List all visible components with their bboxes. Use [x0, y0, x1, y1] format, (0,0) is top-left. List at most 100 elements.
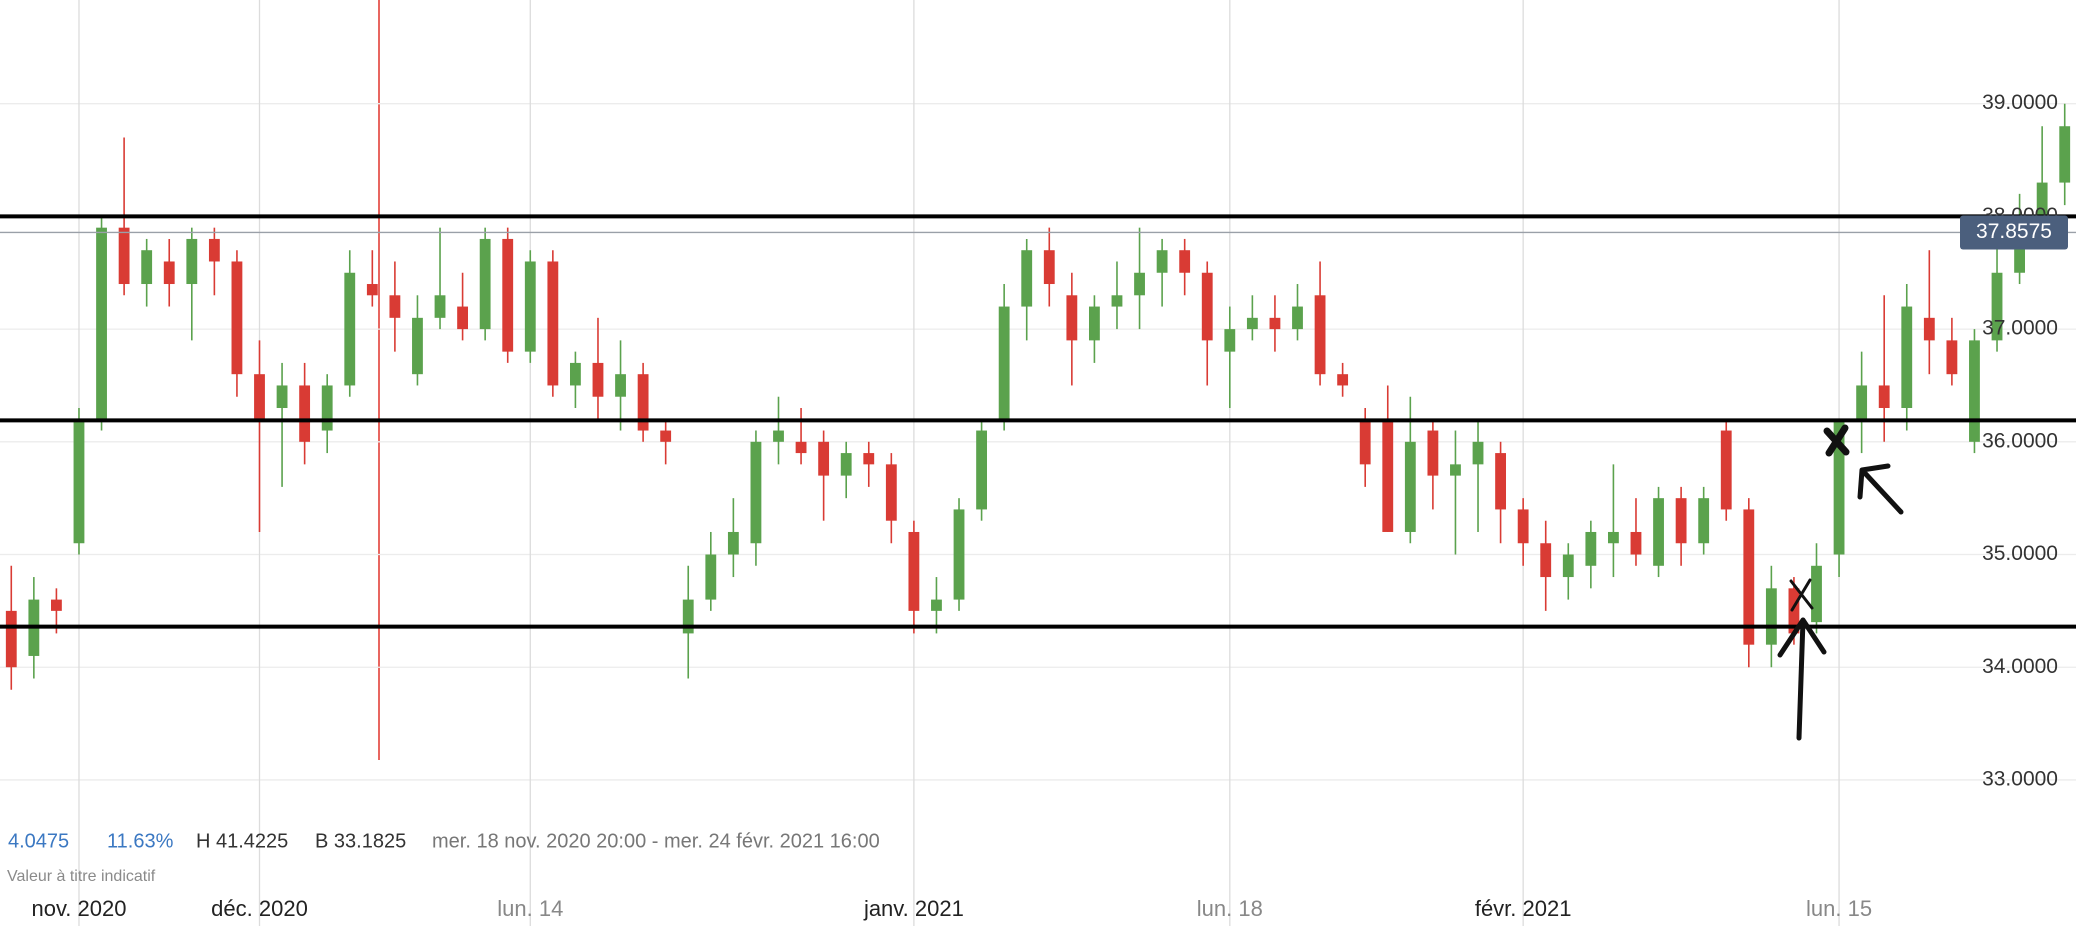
candle-body — [1585, 531, 1597, 566]
candle-body — [931, 599, 942, 611]
candle-body — [163, 261, 175, 285]
candle-body — [344, 272, 356, 386]
candle-body — [998, 306, 1010, 420]
candle-body — [1156, 250, 1168, 273]
candle-body — [885, 464, 897, 521]
candle-body — [208, 238, 220, 262]
candle-body — [366, 284, 378, 296]
candle-body — [1878, 385, 1890, 408]
candle-body — [727, 531, 739, 555]
candle-body — [592, 362, 604, 397]
candle-body — [231, 261, 243, 375]
candle-body — [457, 306, 469, 330]
candle-body — [1337, 374, 1349, 386]
candle-body — [412, 317, 423, 375]
candle-body — [1314, 295, 1326, 375]
candle-body — [1134, 272, 1145, 296]
candle-body — [1021, 250, 1033, 307]
candle-body — [1788, 588, 1800, 634]
candle-body — [1856, 385, 1868, 420]
candle-body — [96, 227, 107, 420]
candle-body — [818, 441, 830, 476]
candle-body — [73, 419, 85, 544]
arrow — [1857, 463, 1904, 515]
candle-body — [1540, 543, 1552, 578]
candle-body — [50, 599, 62, 611]
x-tick-label: janv. 2021 — [863, 896, 964, 921]
candle-body — [840, 453, 852, 476]
candle-body — [660, 430, 672, 442]
candle-body — [1292, 306, 1303, 330]
candle-body — [682, 599, 694, 634]
candle-body — [186, 238, 198, 285]
candle-body — [547, 261, 559, 386]
y-tick-label: 39.0000 — [1982, 91, 2058, 114]
candle-body — [1653, 498, 1664, 566]
candle-body — [1246, 317, 1258, 330]
candle-body — [1969, 340, 1980, 442]
candle-body — [908, 531, 920, 611]
x-tick-label: nov. 2020 — [31, 896, 126, 921]
candle-body — [1495, 453, 1507, 510]
info-bar: 4.0475 11.63% H 41.4225 B 33.1825 mer. 1… — [7, 830, 880, 885]
candle-body — [1811, 565, 1822, 623]
candle-body — [479, 238, 491, 330]
candle-body — [276, 385, 288, 408]
candle-body — [2036, 182, 2048, 228]
candle-body — [299, 385, 311, 442]
candle-body — [1607, 531, 1619, 544]
y-tick-label: 36.0000 — [1982, 429, 2058, 452]
candle-body — [141, 250, 153, 285]
x-tick-label: lun. 15 — [1806, 896, 1872, 921]
candle-body — [389, 295, 401, 318]
candle-body — [1404, 441, 1416, 532]
arrow — [1777, 617, 1827, 741]
candle-body — [1450, 464, 1461, 476]
low: B 33.1825 — [315, 830, 406, 852]
candle-body — [1427, 430, 1439, 476]
candle-body — [434, 295, 446, 318]
y-tick-label: 33.0000 — [1982, 767, 2058, 790]
candle-body — [1066, 295, 1078, 341]
candle-body — [1630, 531, 1642, 555]
candle-body — [863, 453, 875, 465]
x-mark — [1789, 578, 1814, 612]
note: Valeur à titre indicatif — [7, 868, 156, 885]
high: H 41.4225 — [196, 830, 288, 852]
x-tick-label: févr. 2021 — [1475, 896, 1572, 921]
candle-body — [1923, 317, 1935, 341]
change: 4.0475 — [8, 830, 69, 852]
y-tick-label: 37.0000 — [1982, 317, 2058, 340]
candle-body — [1088, 306, 1100, 341]
candle-body — [953, 509, 965, 600]
last-price-label: 37.8575 — [1976, 220, 2052, 243]
candle-body — [1179, 250, 1191, 273]
x-tick-label: lun. 18 — [1197, 896, 1263, 921]
candle-body — [1901, 306, 1913, 408]
candle-body — [569, 362, 581, 386]
candle-body — [1698, 498, 1710, 544]
candle-body — [524, 261, 536, 352]
candle-body — [118, 227, 130, 285]
candle-body — [1269, 317, 1281, 330]
candle-body — [1946, 340, 1958, 375]
change-pct: 11.63% — [107, 830, 174, 852]
candle-body — [5, 610, 17, 668]
candle-body — [1720, 430, 1732, 510]
x-mark — [1823, 424, 1850, 457]
last-price-box — [1960, 215, 2068, 250]
y-tick-label: 35.0000 — [1982, 542, 2058, 565]
candle-body — [1562, 554, 1574, 578]
candle-body — [321, 385, 333, 431]
candle-body — [750, 441, 762, 544]
candle-body — [1517, 509, 1529, 544]
candle-body — [1675, 498, 1687, 544]
candle-body — [1224, 329, 1236, 352]
candle-body — [1111, 295, 1123, 307]
y-tick-label: 34.0000 — [1982, 655, 2058, 678]
candle-body — [705, 554, 717, 600]
candle-body — [2059, 126, 2071, 183]
